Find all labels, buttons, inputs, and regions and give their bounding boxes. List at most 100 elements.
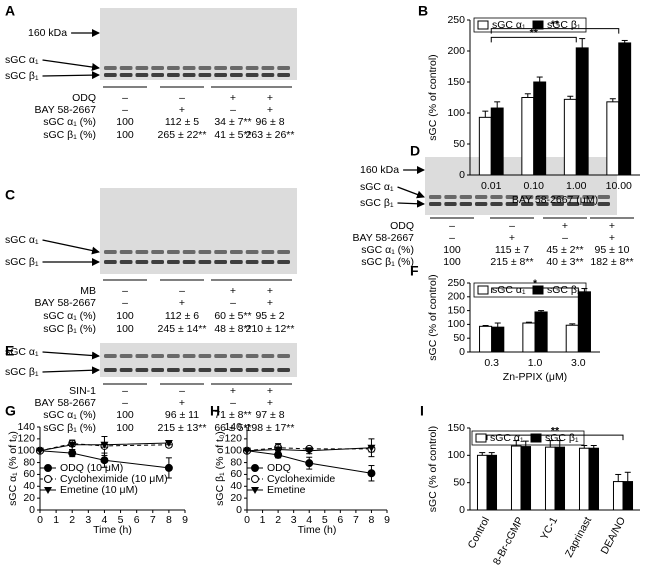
- blot-band: [104, 66, 117, 70]
- legend-marker: [251, 475, 259, 483]
- blot-band: [261, 354, 275, 358]
- blot-band: [521, 195, 534, 199]
- row-cell: 210 ± 12**: [246, 323, 295, 335]
- blot-band: [214, 260, 227, 264]
- y-axis-label: sGC β₁ (% of t₀): [214, 431, 226, 506]
- blot-band: [151, 260, 164, 264]
- blot-band: [597, 195, 610, 199]
- blot-band: [277, 260, 290, 264]
- bar: [478, 116, 492, 176]
- row-label: BAY 58-2667: [35, 297, 97, 309]
- blot-band: [230, 368, 243, 372]
- blot-band: [119, 368, 133, 372]
- blot-band: [459, 202, 472, 206]
- blot-band: [277, 73, 290, 77]
- panel-letter: H: [210, 403, 220, 419]
- panel-letter: E: [5, 343, 14, 359]
- blot-band: [214, 73, 227, 77]
- point: [164, 440, 173, 448]
- legend-swatch: [530, 433, 542, 443]
- blot-band: [261, 250, 275, 254]
- point: [36, 447, 44, 455]
- blot-band: [104, 250, 117, 254]
- blot-band: [135, 250, 149, 254]
- row-cell: –: [449, 232, 455, 244]
- blot-band: [198, 73, 212, 77]
- blot-band: [119, 66, 133, 70]
- legend-marker: [251, 464, 259, 472]
- blot-band: [245, 73, 259, 77]
- row-cell: 182 ± 8**: [590, 256, 633, 268]
- significance-bracket: [490, 36, 577, 43]
- y-tick-label: 140: [17, 421, 35, 433]
- legend-swatch: [475, 433, 487, 443]
- blot-band: [182, 73, 196, 77]
- marker-arrow: [42, 239, 100, 255]
- row-cell: 40 ± 3**: [546, 256, 583, 268]
- legend-marker: [44, 475, 52, 483]
- y-tick-label: 150: [447, 422, 465, 434]
- blot-band: [277, 354, 290, 358]
- row-cell: 66 ± 5**: [214, 422, 251, 434]
- x-tick-label: 0: [37, 514, 43, 526]
- marker-label: 160 kDa: [28, 27, 67, 39]
- point: [100, 456, 109, 465]
- blot-band: [135, 354, 149, 358]
- blot-band: [245, 260, 259, 264]
- y-tick-label: 200: [447, 291, 465, 303]
- row-cell: +: [230, 385, 236, 397]
- row-label: BAY 58-2667: [35, 104, 97, 116]
- blot-band: [245, 368, 259, 372]
- y-tick-label: 50: [453, 332, 465, 344]
- point: [68, 449, 77, 458]
- blot-band: [151, 368, 164, 372]
- blot-band: [119, 354, 133, 358]
- blot-band: [277, 250, 290, 254]
- panel-letter: A: [5, 3, 15, 19]
- y-tick-label: 80: [23, 456, 35, 468]
- row-cell: –: [122, 297, 128, 309]
- blot-band: [135, 66, 149, 70]
- blot-band: [230, 260, 243, 264]
- row-label: BAY 58-2667: [353, 232, 415, 244]
- y-tick-label: 140: [224, 421, 242, 433]
- point: [274, 446, 283, 454]
- legend-marker: [251, 487, 259, 494]
- marker-label: sGC β₁: [360, 197, 394, 209]
- bar: [577, 291, 591, 353]
- bar: [554, 446, 566, 511]
- y-tick-label: 20: [230, 492, 242, 504]
- row-cell: 41 ± 5**: [214, 129, 251, 141]
- row-cell: +: [267, 285, 273, 297]
- row-label: sGC α₁ (%): [43, 116, 96, 128]
- y-tick-label: 0: [29, 504, 35, 516]
- significance-label: **: [530, 27, 539, 39]
- blot-band: [582, 202, 595, 206]
- x-tick-label: 1: [53, 514, 59, 526]
- bar: [520, 446, 532, 511]
- blot-band: [167, 250, 180, 254]
- x-tick-label: 8: [369, 514, 375, 526]
- blot-band: [151, 250, 164, 254]
- bar: [575, 47, 589, 176]
- row-cell: +: [267, 104, 273, 116]
- y-tick-label: 250: [447, 14, 465, 26]
- legend-label: sGC β₁: [547, 284, 581, 296]
- y-tick-label: 150: [447, 304, 465, 316]
- y-tick-label: 60: [23, 468, 35, 480]
- row-cell: –: [230, 104, 236, 116]
- significance-label: **: [551, 18, 560, 30]
- row-cell: +: [267, 297, 273, 309]
- row-cell: –: [179, 385, 185, 397]
- legend-label: Emetine: [267, 484, 306, 496]
- marker-label: sGC α₁: [360, 181, 394, 193]
- row-cell: 115 ± 7: [495, 244, 529, 256]
- blot-band: [551, 202, 564, 206]
- blot-band: [135, 368, 149, 372]
- row-cell: +: [609, 220, 615, 232]
- x-tick-label: 6: [337, 514, 343, 526]
- blot-band: [277, 368, 290, 372]
- legend-box: [471, 430, 585, 446]
- row-cell: 100: [116, 409, 134, 421]
